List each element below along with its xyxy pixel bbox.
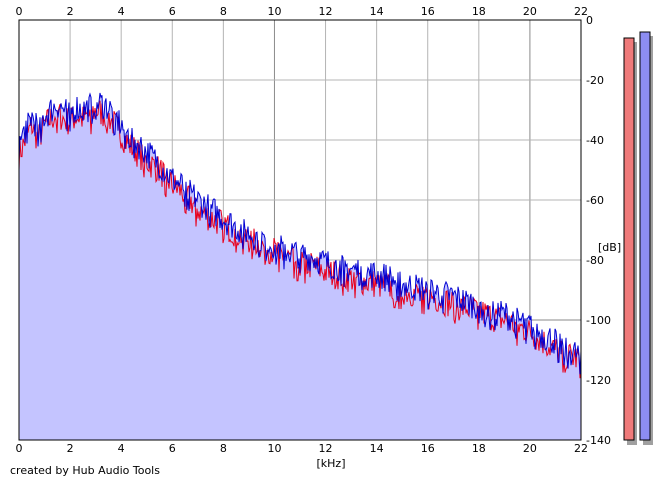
y-tick-label: -20 [586,74,604,87]
x-tick-label-top: 12 [319,5,333,18]
x-tick-label-top: 22 [574,5,588,18]
y-tick-label: 0 [586,14,593,27]
x-tick-label-top: 6 [169,5,176,18]
level-meter-right [639,31,651,441]
x-tick-label-top: 10 [267,5,281,18]
x-tick-label-top: 8 [220,5,227,18]
x-tick-label-bottom: 20 [523,442,537,455]
y-tick-label: -60 [586,194,604,207]
plot-border [18,19,582,441]
x-tick-label-bottom: 16 [421,442,435,455]
y-axis-ticks: 0 -20 -40 -60 -80 -100 -120 -140 [586,14,611,447]
credit-text: created by Hub Audio Tools [10,464,160,477]
x-tick-label-top: 14 [370,5,384,18]
right-channel-line [18,92,582,375]
level-meter-left [623,37,635,441]
y-tick-label: -80 [586,254,604,267]
x-tick-label-bottom: 6 [169,442,176,455]
x-tick-label-bottom: 4 [118,442,125,455]
x-tick-label-bottom: 8 [220,442,227,455]
x-tick-label-bottom: 10 [267,442,281,455]
x-tick-label-bottom: 18 [472,442,486,455]
y-tick-label: -140 [586,434,611,447]
x-tick-label-top: 18 [472,5,486,18]
level-meters [623,31,653,445]
x-axis-bottom-ticks: 0 2 4 6 8 10 12 14 16 18 20 22 [16,442,589,455]
x-tick-label-bottom: 2 [67,442,74,455]
x-tick-label-bottom: 0 [16,442,23,455]
x-axis-label: [kHz] [317,457,346,470]
x-tick-label-top: 4 [118,5,125,18]
x-tick-label-top: 20 [523,5,537,18]
y-axis-label: [dB] [598,241,621,254]
x-tick-label-bottom: 12 [319,442,333,455]
y-tick-label: -120 [586,374,611,387]
y-tick-label: -40 [586,134,604,147]
x-axis-top-ticks: 0 2 4 6 8 10 12 14 16 18 20 22 [16,5,589,18]
x-tick-label-top: 0 [16,5,23,18]
x-tick-label-bottom: 22 [574,442,588,455]
y-tick-label: -100 [586,314,611,327]
x-tick-label-bottom: 14 [370,442,384,455]
x-tick-label-top: 16 [421,5,435,18]
x-tick-label-top: 2 [67,5,74,18]
